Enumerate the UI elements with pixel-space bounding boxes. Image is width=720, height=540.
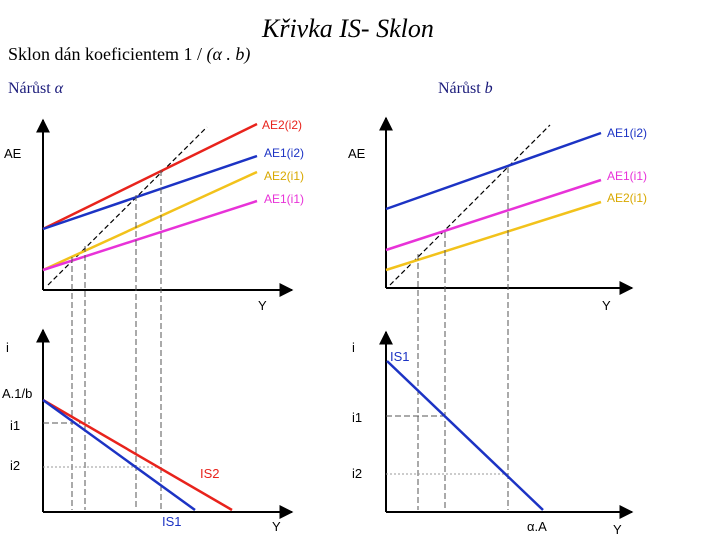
subtitle-prefix: Sklon dán koeficientem 1 / [8,44,202,64]
right-i2-label: i2 [352,466,362,481]
right-i1-label: i1 [352,410,362,425]
right-ae2-i1-label: AE2(i1) [607,191,647,205]
right-intercept-label: α.A [527,519,547,534]
left-i1-label: i1 [10,418,20,433]
right-bottom-x-label: Y [613,522,622,537]
left-45-degree-line [47,126,208,286]
right-top-y-label: AE [348,146,366,161]
left-heading-prefix: Nárůst [8,80,51,97]
right-ae1-i2-line [385,131,602,211]
left-bottom-x-label: Y [272,519,281,534]
left-heading-symbol: α [54,80,64,97]
left-top-y-label: AE [4,146,22,161]
left-bottom-panel: i Y A.1/b i1 i2 IS2 IS1 [2,328,294,534]
right-45-degree-line [389,124,551,286]
right-top-panel: AE Y AE1(i2) AE1(i1) AE2(i1) [348,116,647,313]
left-ae2-i1-line [42,170,258,272]
left-ae2-i2-line [42,122,258,231]
right-ae1-i1-label: AE1(i1) [607,169,647,183]
subtitle-formula: (α . b) [206,44,251,64]
left-is1-line [42,398,196,512]
left-ae2-i1-label: AE2(i1) [264,169,304,183]
subtitle: Sklon dán koeficientem 1 / (α . b) [8,44,250,65]
left-is1-label: IS1 [162,514,182,529]
right-bottom-panel: i Y i1 i2 IS1 α.A [352,330,634,537]
left-is2-line [42,398,233,512]
left-ae2-i2-label: AE2(i2) [262,118,302,132]
page-title: Křivka IS- Sklon [262,14,434,43]
right-ae1-i2-label: AE1(i2) [607,126,647,140]
right-is1-line [386,360,544,511]
left-heading: Nárůst α [8,80,63,98]
right-top-x-label: Y [602,298,611,313]
left-i2-label: i2 [10,458,20,473]
left-ae1-i2-label: AE1(i2) [264,146,304,160]
right-is1-label: IS1 [390,349,410,364]
left-ae1-i1-label: AE1(i1) [264,192,304,206]
right-connectors [417,167,509,510]
left-top-panel: AE Y AE2(i2) AE1(i2) AE2(i1) AE1(i1) [4,118,304,313]
left-intercept-label: A.1/b [2,386,32,401]
right-ae2-i1-line [385,200,602,272]
left-top-x-label: Y [258,298,267,313]
left-is2-label: IS2 [200,466,220,481]
right-heading-prefix: Nárůst [438,80,481,97]
right-bottom-y-label: i [352,340,355,355]
left-ae1-i1-line [42,199,258,272]
right-heading-symbol: b [484,80,493,97]
left-bottom-y-label: i [6,340,9,355]
left-connectors [71,170,162,510]
right-heading: Nárůst b [438,80,493,98]
right-ae1-i1-line [385,178,602,252]
left-ae1-i2-line [42,154,258,231]
